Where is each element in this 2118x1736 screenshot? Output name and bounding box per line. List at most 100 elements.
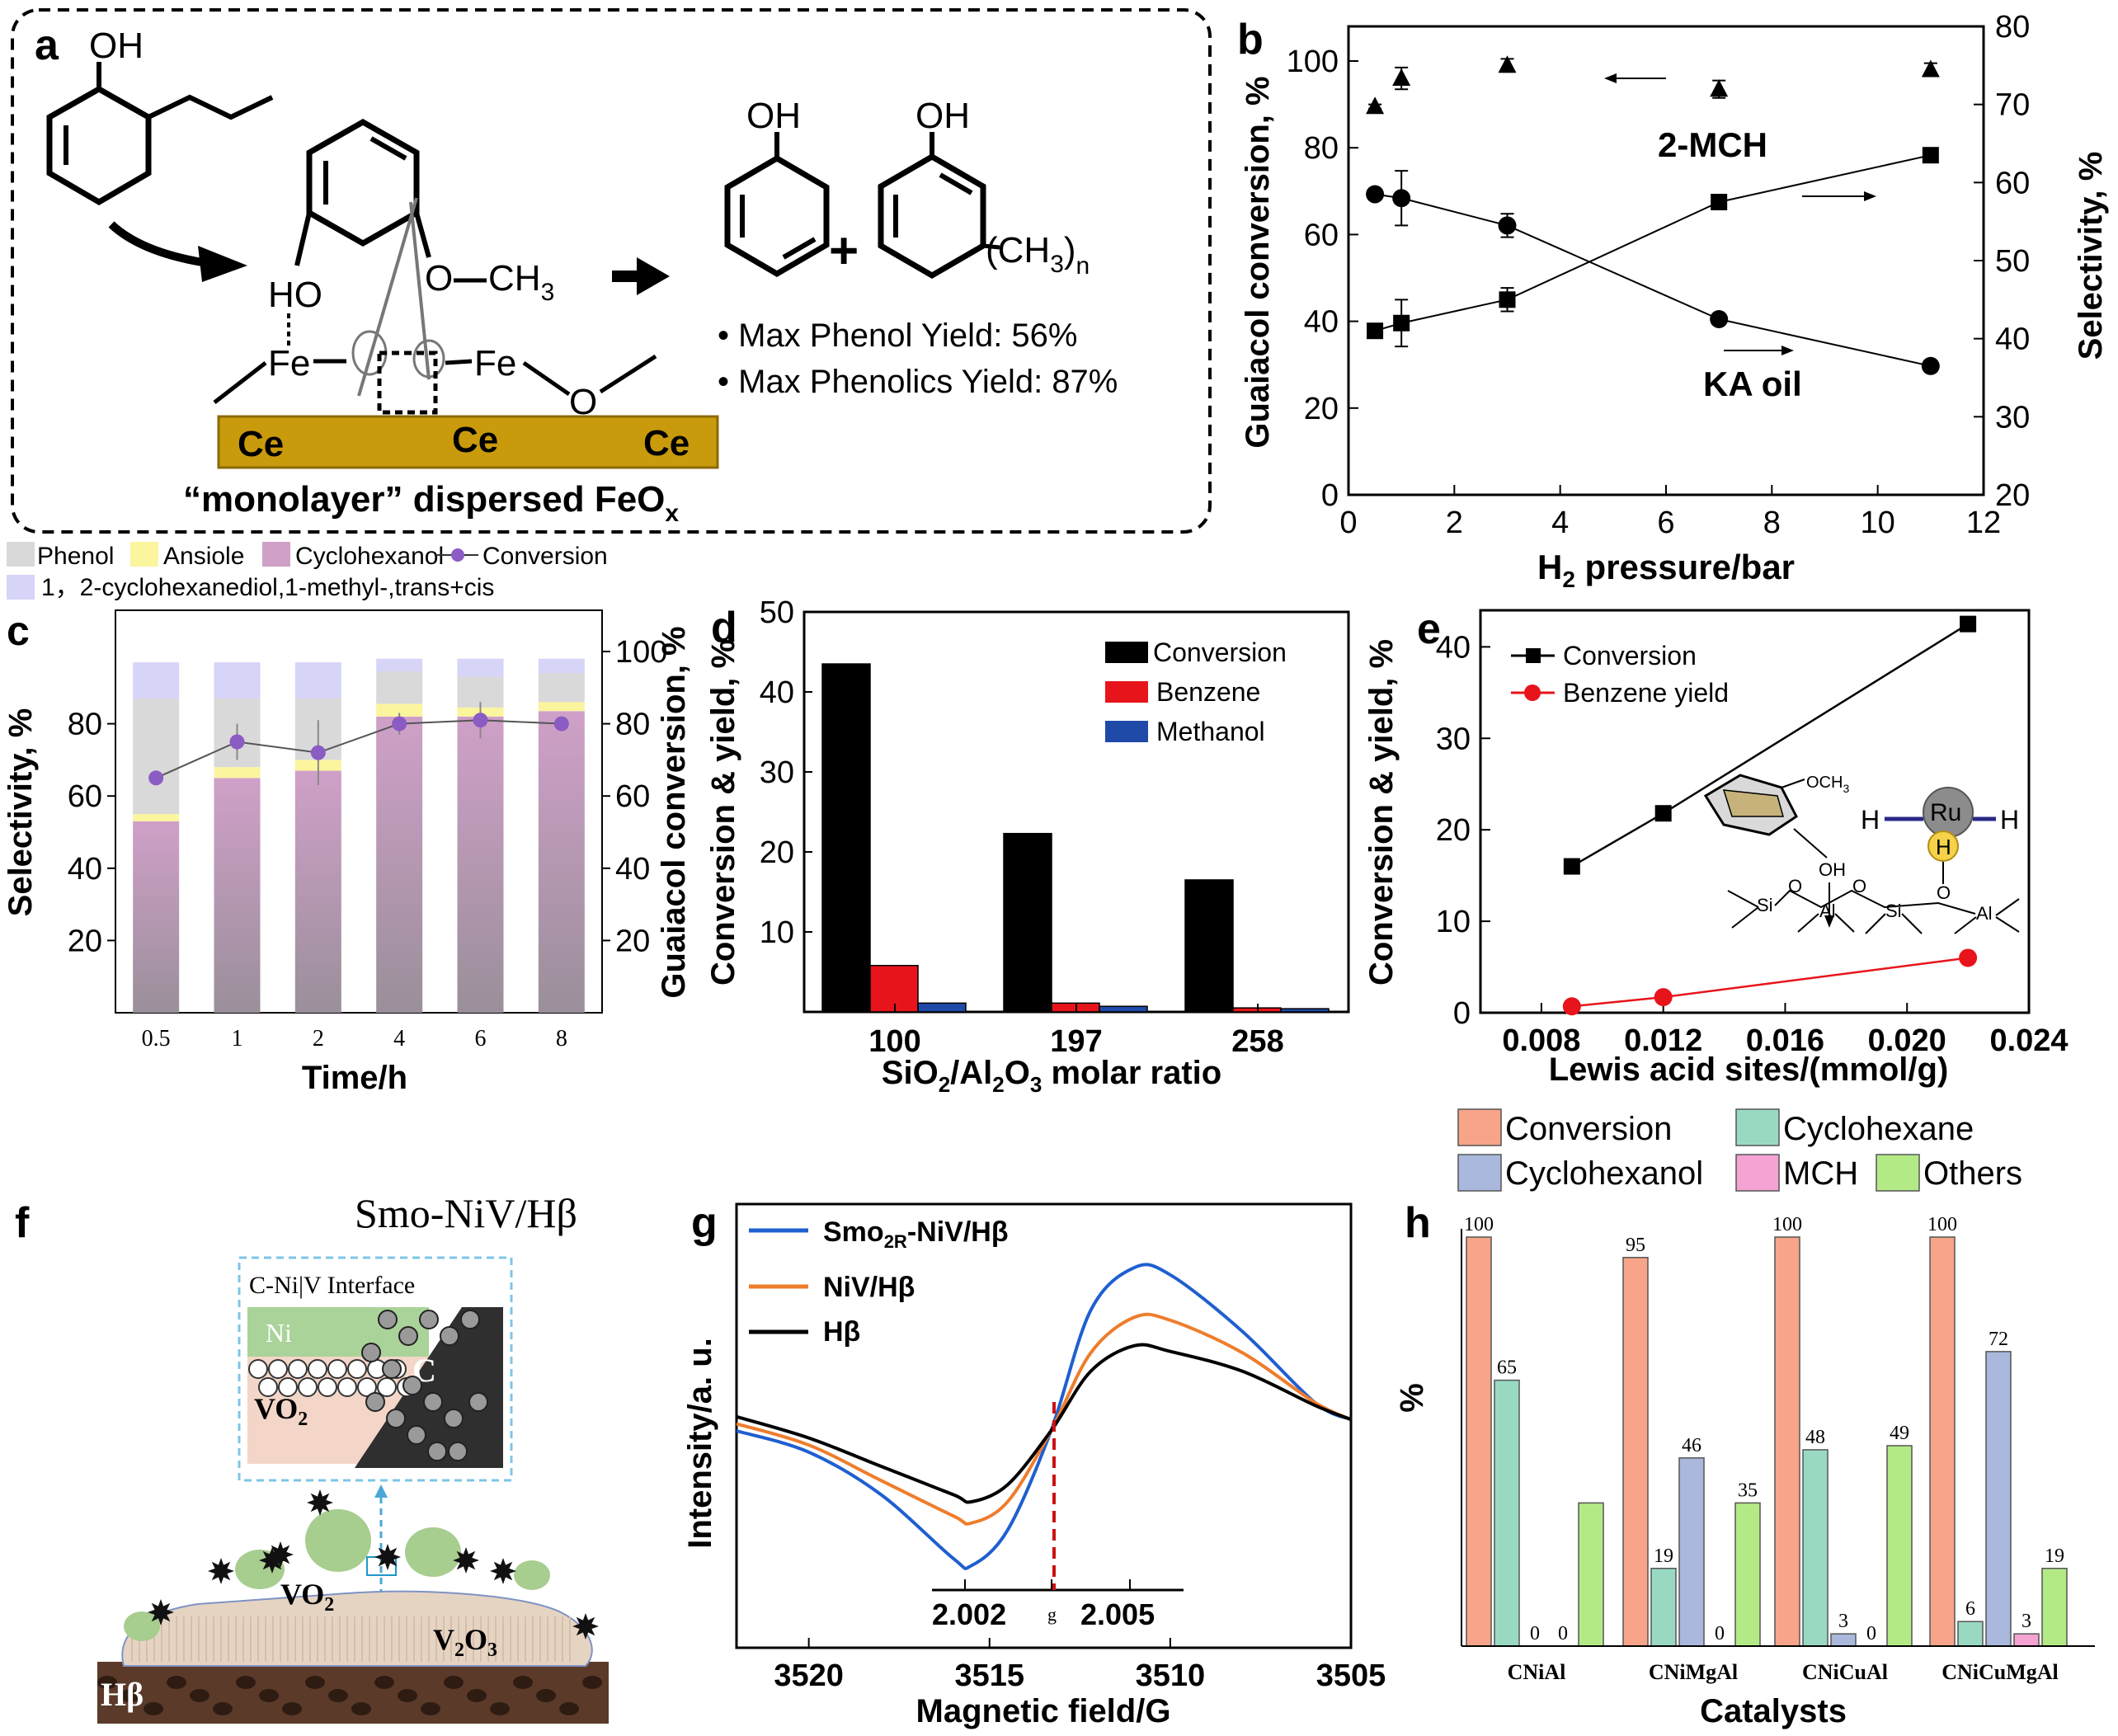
e-inset-si2-b: [1901, 913, 1923, 934]
plot-d-ytick-label: 10: [760, 915, 794, 950]
plot-b-line-square: [1374, 154, 1932, 332]
legend-c-phenol: Phenol: [37, 543, 114, 570]
e-inset-h-right: H: [2000, 805, 2019, 835]
plot-g-xtick-label: 3515: [954, 1658, 1024, 1693]
hbeta-pore: [120, 1689, 140, 1702]
carbon-atom: [468, 1392, 488, 1412]
panel-h: h Conversion Cyclohexane Cyclohexanol MC…: [1394, 1108, 2095, 1729]
hbeta-pore: [536, 1689, 556, 1702]
caption-sub: x: [665, 500, 679, 527]
adsorbed-ring-inner2: [369, 136, 407, 161]
curved-arrow-head: [198, 246, 247, 282]
plot-h-bar-conversion: [1622, 1257, 1649, 1647]
plot-b-point-triangle: [1498, 55, 1517, 73]
plot-b-xlabel: H2 pressure/bar: [1537, 548, 1795, 592]
e-inset-al2-a: [1995, 898, 2020, 916]
plot-c-conversion-point: [473, 713, 488, 728]
carbon-atom: [427, 1442, 447, 1461]
cresol-sub-bond: [982, 243, 1000, 250]
plot-h-data-label: 0: [1530, 1623, 1540, 1644]
plot-d-bar-methanol: [917, 1002, 967, 1013]
plot-c-bar-cyclohexanol: [376, 716, 423, 1013]
plot-h-data-label: 19: [1654, 1545, 1673, 1567]
plot-c-bar-phenol: [133, 698, 180, 815]
e-inset-och3: OCH3: [1806, 774, 1849, 795]
ni-particle-5: [514, 1560, 550, 1590]
panel-g-label: g: [691, 1199, 718, 1247]
plot-c-ytick-right-label: 60: [615, 779, 650, 814]
carbon-deposit-star: [208, 1558, 234, 1584]
panel-b: b 0 2 4 6 8 10 12 0 20 40 60 80 100 20 30 40 50 60 70 80 Gu…: [1237, 10, 2109, 592]
plot-g-curve-2: [736, 1343, 1352, 1504]
plot-d-bar-conversion: [821, 663, 871, 1013]
plot-h-data-label: 95: [1626, 1235, 1645, 1256]
inset-c-region: [355, 1307, 503, 1468]
phenol-inner2: [782, 237, 817, 260]
plot-e-xtick-label: 0.020: [1868, 1023, 1946, 1058]
cresol-ring: [878, 153, 986, 280]
plot-h-data-label: 65: [1497, 1357, 1517, 1379]
plot-h-data-label: 46: [1682, 1435, 1701, 1456]
plot-d-xlabel: SiO2/Al2O3 molar ratio: [882, 1055, 1221, 1097]
hbeta-texture: [97, 1676, 602, 1715]
plot-c-bar-ansiole: [133, 814, 180, 821]
inset-atom-rows: [248, 1310, 488, 1461]
plot-e-ytick-label: 0: [1453, 996, 1471, 1031]
inset-ni-region: [247, 1307, 429, 1357]
hbeta-pore: [467, 1689, 487, 1702]
arrow-left-conv-head: [1604, 73, 1617, 83]
plot-c-bar-cyclohex: [294, 662, 341, 699]
legend-d-benz: Benzene: [1156, 677, 1260, 707]
plot-b-point-square: [1711, 194, 1728, 210]
interface-atom: [248, 1359, 268, 1379]
e-inset-ring-face: [1722, 789, 1784, 817]
o-ligand-bond: [599, 354, 657, 394]
plot-e-line-benzene: [1571, 957, 1969, 1008]
carbon-atom: [378, 1310, 398, 1329]
plot-b-ytick-right-label: 70: [1995, 88, 2030, 123]
carbon-atom: [402, 1376, 422, 1395]
plot-b-point-circle: [1366, 185, 1385, 204]
legend-c-cyclohexanol: Cyclohexanol: [295, 543, 444, 570]
e-inset-al1-b: [1834, 913, 1855, 933]
plot-b-point-square: [1499, 291, 1516, 308]
legend-e-conv: Conversion: [1563, 641, 1697, 670]
plot-e-ytick-label: 30: [1436, 722, 1471, 756]
plot-e-frame: [1479, 609, 2031, 1014]
plot-d-xsub1: 2: [939, 1072, 950, 1097]
interface-atom: [268, 1359, 288, 1379]
plot-h-bar-cyclohexane: [1957, 1621, 1984, 1647]
e-inset-oh-bond: [1793, 828, 1828, 859]
plot-c-conversion-line: [155, 719, 562, 779]
e-inset-si2: Si: [1885, 901, 1902, 921]
plot-h-xlabel: Catalysts: [1700, 1693, 1847, 1729]
plot-d-xmid: /Al: [950, 1055, 992, 1091]
arrow-right-ka-head: [1781, 346, 1794, 355]
ce1: Ce: [238, 424, 284, 464]
plot-b-point-triangle: [1710, 79, 1729, 97]
plot-b-point-square: [1922, 147, 1939, 164]
plot-c-conversion-point: [148, 770, 164, 786]
plot-e-ticks: 0.008 0.012 0.016 0.020 0.024 0 10 20 30 40: [1436, 630, 2069, 1058]
och3-ch: CH3: [488, 258, 554, 306]
legend-c-phenol-swatch: [7, 542, 35, 567]
hbeta-pore: [305, 1676, 325, 1689]
plot-e-point-conversion: [1960, 615, 1977, 633]
interface-atom: [357, 1377, 377, 1397]
plot-c-bar-ansiole: [214, 767, 261, 779]
panel-a: a OH HO O CH3 Fe Fe O C: [11, 8, 1212, 534]
carbon-deposit-star: [453, 1547, 479, 1574]
plot-b-ytick-left-label: 100: [1287, 45, 1339, 79]
plot-h-bar-others: [1578, 1502, 1604, 1647]
vanadia-layer: [121, 1590, 593, 1667]
carbon-atom: [448, 1442, 468, 1461]
interface-atom: [327, 1359, 347, 1379]
plot-b-marks: [1366, 55, 1940, 375]
plot-d-ylabel: Conversion & yield, %: [705, 639, 741, 986]
plot-d-xtick-label: 258: [1231, 1024, 1283, 1059]
plot-b-ticks: 0 2 4 6 8 10 12 0 20 40 60 80 100 20 30 40 50 60 70 80: [1287, 10, 2031, 540]
carbon-deposit-star: [490, 1558, 516, 1584]
plot-h-data-label: 0: [1866, 1623, 1876, 1644]
cut-line-2: [409, 201, 431, 380]
